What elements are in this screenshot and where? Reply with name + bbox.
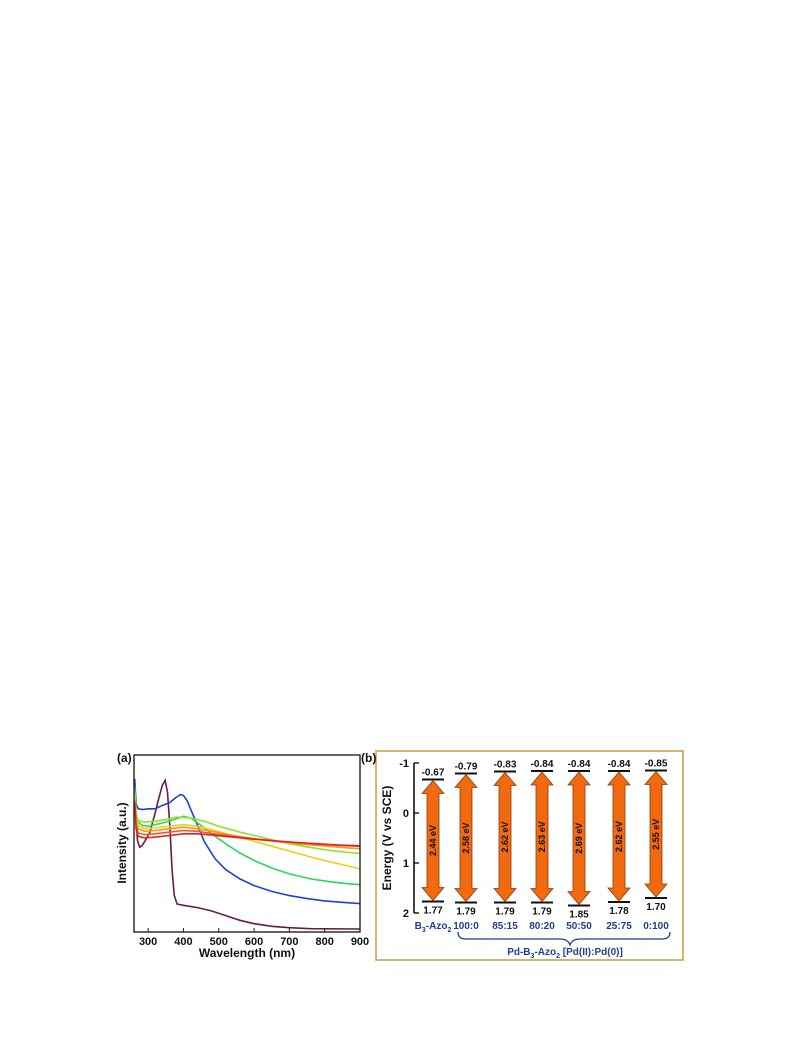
- spectrum-line-4: [133, 792, 361, 855]
- x-tick-label: 300: [139, 936, 157, 948]
- group-label: Pd-B3-Azo2 [Pd(II):Pd(0)]: [507, 947, 623, 960]
- band-gap-arrow: [421, 779, 445, 902]
- band-gap-arrow: [607, 771, 631, 902]
- x-tick-label: 500: [210, 936, 228, 948]
- lumo-value-label: -0.84: [608, 759, 631, 770]
- x-tick-label: 700: [280, 936, 298, 948]
- homo-value-label: 1.79: [532, 907, 552, 918]
- homo-value-label: 1.70: [646, 902, 666, 913]
- panel-b-ylabel: Energy (V vs SCE): [380, 786, 394, 891]
- category-label: 50:50: [566, 921, 592, 932]
- x-tick-label: 400: [174, 936, 192, 948]
- band-gap-label: 2.62 eV: [614, 821, 624, 852]
- spectrum-line-3: [133, 786, 361, 886]
- band-gap-arrow: [493, 771, 517, 903]
- lumo-value-label: -0.67: [422, 768, 445, 779]
- panel-b-border: [375, 750, 684, 961]
- y-tick-label: 1: [403, 858, 409, 870]
- panel-b-y-axis: -1 0 1 2: [399, 758, 419, 920]
- band-gap-label: 2.62 eV: [500, 821, 510, 852]
- spectrum-line-6: [133, 798, 361, 850]
- category-label: 85:15: [492, 921, 518, 932]
- y-tick-label: 0: [403, 808, 409, 820]
- panel-a-xlabel: Wavelength (nm): [199, 946, 295, 960]
- y-tick-label: -1: [399, 758, 409, 770]
- lumo-value-label: -0.84: [568, 759, 591, 770]
- spectrum-line-5: [133, 795, 361, 870]
- lumo-value-label: -0.79: [455, 762, 478, 773]
- category-label: 100:0: [453, 921, 479, 932]
- homo-value-label: 1.78: [609, 906, 629, 917]
- homo-value-label: 1.79: [456, 907, 476, 918]
- band-gap-arrow: [454, 773, 478, 903]
- panel-a-ylabel: Intensity (a.u.): [115, 802, 129, 883]
- lumo-value-label: -0.84: [531, 759, 554, 770]
- category-label: B3-Azo2: [415, 921, 452, 934]
- category-label: 0:100: [643, 921, 669, 932]
- panel-a-frame: [133, 754, 361, 933]
- panel-a-series: [133, 778, 361, 930]
- x-tick-label: 600: [245, 936, 263, 948]
- x-tick-label: 900: [351, 936, 369, 948]
- spectrum-line-1: [133, 778, 361, 930]
- spectrum-line-2: [133, 778, 361, 905]
- band-gap-label: 2.63 eV: [537, 821, 547, 852]
- panel-b: (b) Energy (V vs SCE) -1 0 1 2 2.44 eV -0.67…: [361, 750, 684, 961]
- homo-value-label: 1.85: [569, 910, 589, 921]
- lumo-value-label: -0.83: [494, 760, 517, 771]
- panel-a-x-ticks: 300 400 500 600 700 800 900: [139, 928, 369, 948]
- group-brace: [457, 931, 671, 948]
- y-tick-label: 2: [403, 908, 409, 920]
- band-gap-label: 2.55 eV: [651, 819, 661, 850]
- x-tick-label: 800: [316, 936, 334, 948]
- band-gap-arrow: [530, 771, 554, 903]
- category-label: 25:75: [606, 921, 632, 932]
- lumo-value-label: -0.85: [645, 759, 668, 770]
- band-gap-label: 2.58 eV: [461, 822, 471, 853]
- band-gap-label: 2.44 eV: [428, 825, 438, 856]
- category-label: 80:20: [529, 921, 555, 932]
- panel-a: (a) 300 400 500 600 700 800 900 Wavelength (nm…: [115, 751, 369, 960]
- panel-a-label: (a): [117, 751, 132, 765]
- homo-value-label: 1.79: [495, 907, 515, 918]
- panel-b-bands: 2.44 eV -0.67 1.77 2.58 eV -0.79 1.79 2.62 eV -…: [421, 759, 668, 921]
- band-gap-arrow: [567, 771, 591, 906]
- panel-b-label: (b): [361, 751, 376, 765]
- spectrum-line-8: [133, 802, 361, 847]
- band-gap-arrow: [644, 770, 668, 898]
- homo-value-label: 1.77: [423, 906, 443, 917]
- panel-b-categories: B3-Azo2 100:0 85:15 80:20 50:50 25:75 0:100: [415, 921, 670, 934]
- band-gap-label: 2.69 eV: [574, 823, 584, 854]
